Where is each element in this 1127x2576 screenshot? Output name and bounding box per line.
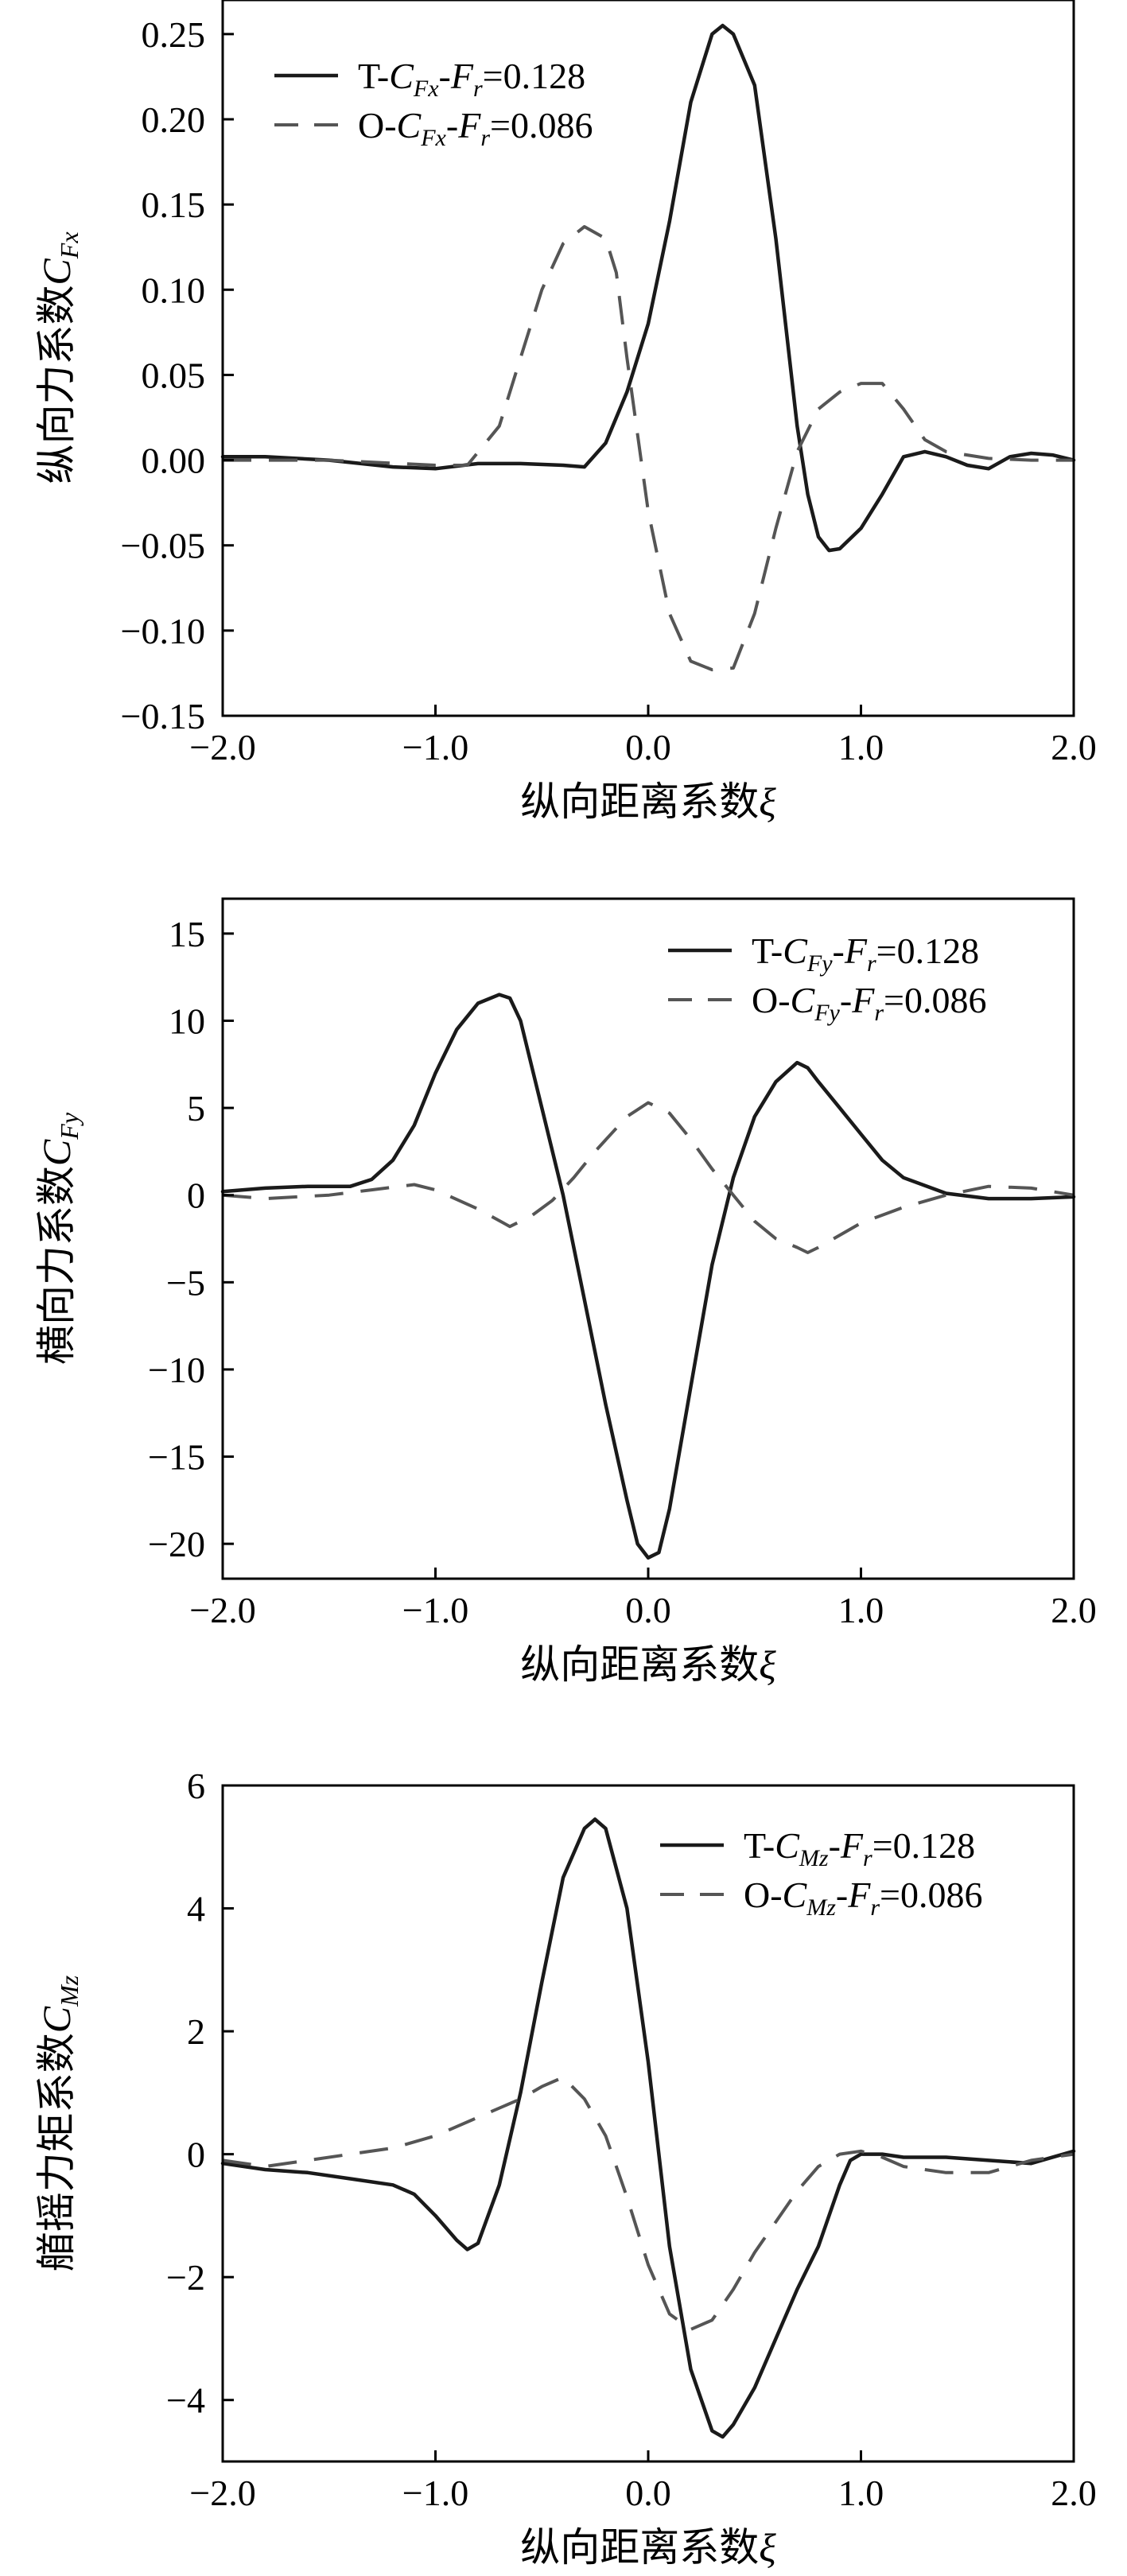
x-tick-label: 0.0: [625, 727, 671, 767]
y-axis-title: 纵向力系数CFx: [34, 231, 84, 484]
x-axis-title: 纵向距离系数ξ: [520, 2525, 776, 2570]
y-tick-label: 4: [187, 1889, 205, 1929]
x-tick-label: 0.0: [625, 2473, 671, 2513]
x-tick-label: −2.0: [189, 1590, 255, 1630]
y-tick-label: −10: [148, 1350, 205, 1390]
y-tick-label: 15: [169, 914, 205, 954]
y-axis-title: 横向力系数CFy: [34, 1112, 84, 1365]
x-tick-label: 1.0: [838, 727, 884, 767]
y-tick-label: −4: [166, 2380, 205, 2421]
y-tick-label: 0.20: [142, 99, 206, 140]
series-line-O: [222, 2076, 1075, 2331]
y-tick-label: 2: [187, 2011, 205, 2052]
y-tick-label: 0.10: [142, 270, 206, 310]
legend-label-O: O-CFx-Fr=0.086: [358, 105, 593, 151]
y-tick-label: 0: [187, 1175, 205, 1216]
y-tick-label: −2: [166, 2257, 205, 2298]
series-line-O: [222, 1101, 1075, 1254]
y-tick-label: −0.15: [121, 696, 205, 736]
chart-panel-fx: −2.0 −1.0 0.0 1.0 2.0 −0.15 −0.10 −0.05 0.00 0.05…: [34, 0, 1097, 824]
x-tick-label: 2.0: [1051, 727, 1097, 767]
x-axis-title: 纵向距离系数ξ: [520, 779, 776, 824]
y-tick-label: −5: [166, 1262, 205, 1303]
x-tick-label: −2.0: [189, 2473, 255, 2513]
x-tick-label: −1.0: [402, 2473, 468, 2513]
y-tick-label: −15: [148, 1437, 205, 1478]
x-tick-label: 2.0: [1051, 2473, 1097, 2513]
x-tick-label: 1.0: [838, 1590, 884, 1630]
y-tick-label: 6: [187, 1766, 205, 1806]
y-tick-label: 0.25: [142, 14, 206, 55]
series-line-T: [220, 993, 1076, 1560]
y-tick-label: 0.05: [142, 355, 206, 395]
x-tick-label: −1.0: [402, 727, 468, 767]
chart-panel-mz: −2.0 −1.0 0.0 1.0 2.0 −4 −2 0 2 4 6 纵向距离系数ξ 艏摇力矩系数CM…: [34, 1766, 1097, 2570]
legend-label-T: T-CFx-Fr=0.128: [358, 56, 585, 102]
legend-label-O: O-CMz-Fr=0.086: [744, 1875, 982, 1921]
y-tick-label: 5: [187, 1088, 205, 1129]
x-tick-label: 1.0: [838, 2473, 884, 2513]
x-axis-title: 纵向距离系数ξ: [520, 1642, 776, 1687]
chart-panel-fy: −2.0 −1.0 0.0 1.0 2.0 −20 −15 −10 −5 0 5 10 15 纵向距离系数…: [34, 897, 1097, 1687]
y-tick-label: 0.15: [142, 185, 206, 225]
y-tick-label: 10: [169, 1000, 205, 1041]
series-line-O: [223, 225, 1074, 672]
y-tick-label: 0: [187, 2135, 205, 2175]
y-tick-label: 0.00: [142, 441, 206, 481]
legend-label-O: O-CFy-Fr=0.086: [752, 980, 986, 1026]
x-tick-label: −1.0: [402, 1590, 468, 1630]
x-tick-label: 0.0: [625, 1590, 671, 1630]
legend-label-T: T-CMz-Fr=0.128: [744, 1825, 975, 1871]
x-tick-label: −2.0: [189, 727, 255, 767]
y-tick-label: −0.10: [121, 611, 205, 651]
series-line-T: [220, 1817, 1076, 2439]
series-line-T: [220, 23, 1076, 553]
y-axis-title: 艏摇力矩系数CMz: [34, 1975, 84, 2271]
legend-label-T: T-CFy-Fr=0.128: [752, 931, 979, 977]
x-tick-label: 2.0: [1051, 1590, 1097, 1630]
plot-frame: [221, 0, 1075, 717]
y-tick-label: −20: [148, 1524, 205, 1564]
y-tick-label: −0.05: [121, 526, 205, 566]
